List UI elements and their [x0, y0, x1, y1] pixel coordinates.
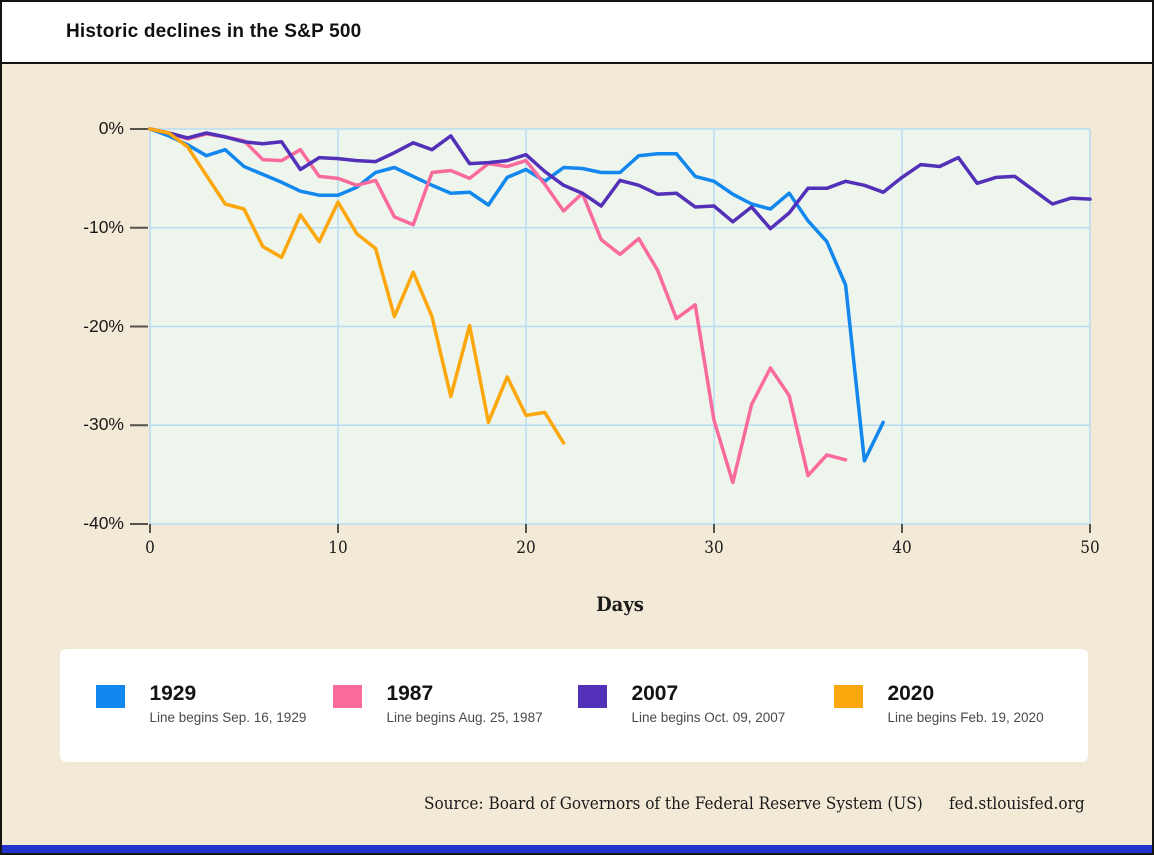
y-tick-label: -20%: [83, 315, 124, 336]
y-tick-label: -40%: [83, 513, 124, 533]
chart-title: Historic declines in the S&P 500: [66, 21, 362, 42]
legend-item-1929: 1929 Line begins Sep. 16, 1929: [96, 682, 307, 726]
header: Historic declines in the S&P 500: [2, 2, 1152, 64]
x-tick-label: 20: [516, 538, 536, 558]
series-line-2020: [148, 127, 566, 445]
legend-item-1987: 1987 Line begins Aug. 25, 1987: [333, 682, 543, 726]
x-tick-label: 10: [328, 538, 348, 558]
y-tick-label: 0%: [98, 118, 124, 138]
legend-swatch-1987: [333, 685, 362, 708]
line-chart: [130, 127, 1092, 533]
plot-area: [130, 127, 1092, 533]
legend-swatch-1929: [96, 685, 125, 708]
x-tick-label: 50: [1080, 538, 1100, 558]
legend: 1929 Line begins Sep. 16, 1929 1987 Line…: [60, 649, 1088, 762]
legend-label: 1987: [386, 682, 434, 705]
legend-sublabel: Line begins Oct. 09, 2007: [631, 710, 786, 726]
bottom-accent-bar: [2, 845, 1152, 853]
x-tick-label: 40: [892, 538, 912, 558]
x-tick-label: 30: [704, 538, 724, 558]
legend-label: 2007: [631, 682, 679, 705]
source-note: Source: Board of Governors of the Federa…: [424, 794, 923, 814]
site-link: fed.stlouisfed.org: [949, 794, 1085, 814]
y-tick-label: -10%: [83, 216, 124, 237]
series-line-1929: [148, 127, 885, 463]
legend-item-2007: 2007 Line begins Oct. 09, 2007: [578, 682, 786, 726]
legend-sublabel: Line begins Feb. 19, 2020: [887, 710, 1044, 726]
x-tick-label: 0: [145, 538, 155, 558]
legend-swatch-2007: [578, 685, 607, 708]
legend-sublabel: Line begins Aug. 25, 1987: [386, 710, 543, 726]
legend-label: 2020: [887, 682, 935, 705]
series-line-1987: [148, 127, 848, 485]
legend-swatch-2020: [834, 685, 863, 708]
x-axis-title: Days: [596, 592, 644, 616]
legend-label: 1929: [149, 682, 197, 705]
legend-item-2020: 2020 Line begins Feb. 19, 2020: [834, 682, 1044, 726]
y-tick-label: -30%: [83, 414, 124, 435]
series-line-2007: [148, 127, 1092, 231]
legend-sublabel: Line begins Sep. 16, 1929: [149, 710, 307, 726]
